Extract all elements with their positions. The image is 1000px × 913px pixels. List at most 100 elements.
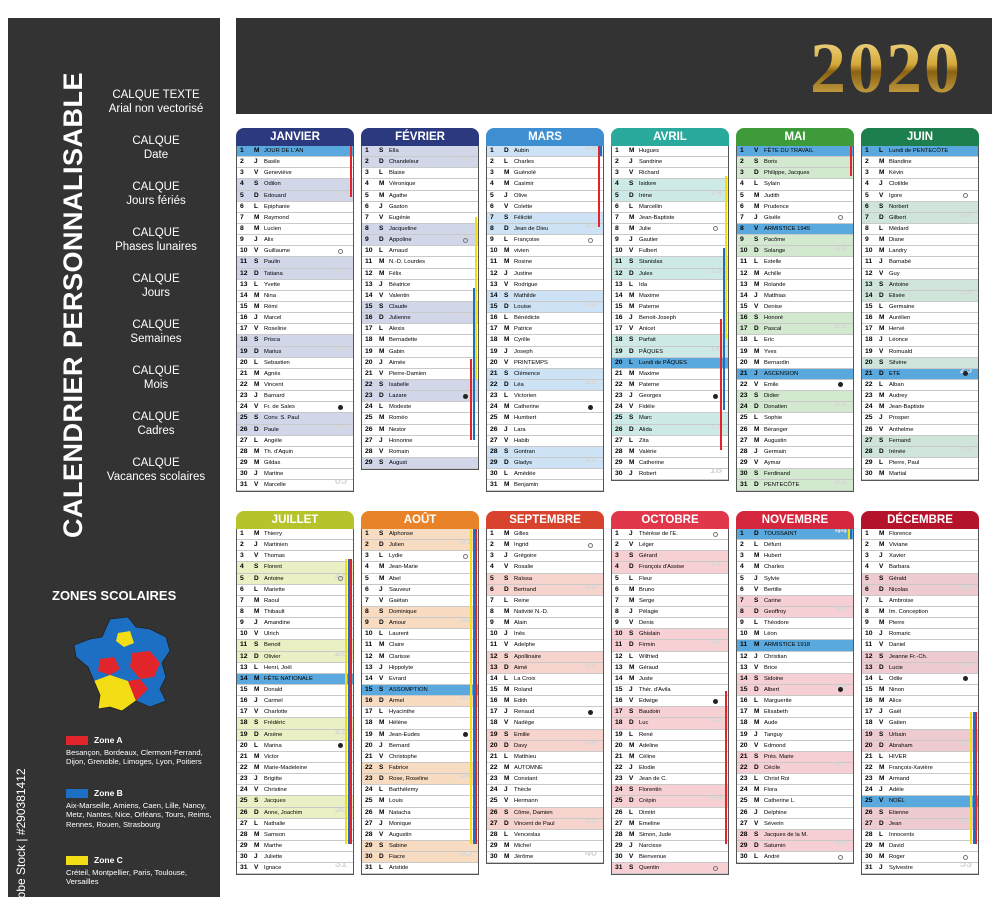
day-number: 26	[865, 425, 873, 433]
day-row: 6 D Bertrand 36	[487, 584, 603, 596]
weekday-letter: J	[379, 663, 383, 671]
day-number: 21	[740, 369, 748, 377]
layer-name: CALQUE	[132, 273, 180, 285]
saint-name: Jean-Eudes	[389, 731, 420, 738]
day-number: 18	[740, 719, 748, 727]
saint-name: Romaric	[889, 631, 911, 638]
saint-name: Michel	[514, 842, 531, 849]
saint-name: Yves	[764, 348, 777, 355]
saint-name: Luc	[639, 720, 649, 727]
day-row: 25 S Jacques	[237, 796, 353, 808]
saint-name: ASSOMPTION	[389, 686, 428, 693]
day-number: 21	[490, 369, 498, 377]
saint-name: Florent	[264, 564, 283, 571]
weekday-letter: M	[629, 447, 635, 455]
day-row: 30 L André	[737, 852, 853, 864]
day-number: 4	[490, 563, 494, 571]
weekday-letter: V	[754, 458, 759, 466]
weekday-letter: L	[379, 864, 383, 872]
saint-name: Julie	[639, 225, 651, 232]
weekday-letter: J	[254, 470, 258, 478]
day-row: 14 L La Croix	[487, 674, 603, 685]
day-number: 19	[740, 347, 748, 355]
weekday-letter: M	[254, 841, 260, 849]
month-header: JANVIER	[236, 128, 354, 146]
day-number: 24	[490, 403, 498, 411]
saint-name: Claire	[389, 642, 405, 649]
saint-name: Béranger	[764, 426, 788, 433]
day-number: 23	[365, 775, 373, 783]
day-number: 26	[240, 808, 248, 816]
saint-name: Jean de Dieu	[514, 225, 549, 232]
weekday-letter: S	[629, 708, 634, 716]
weekday-letter: M	[254, 302, 260, 310]
weekday-letter: V	[379, 830, 384, 838]
saint-name: Casimir	[514, 181, 534, 188]
weekday-letter: V	[254, 325, 259, 333]
saint-name: Adelphe	[514, 642, 536, 649]
saint-name: Nina	[264, 292, 276, 299]
weekday-letter: S	[379, 685, 384, 693]
day-row: 21 M Agnès	[237, 369, 353, 380]
weekday-letter: L	[504, 596, 508, 604]
saint-name: Firmin	[639, 642, 656, 649]
saint-name: Gérard	[639, 553, 658, 560]
weekday-letter: J	[504, 552, 508, 560]
day-number: 10	[865, 630, 873, 638]
weekday-letter: M	[629, 741, 635, 749]
saint-name: Jacques de la M.	[764, 831, 808, 838]
week-number: 44	[709, 796, 722, 804]
month-days: 1 J Thérèse de l'E. 2 V Léger 3 S Gérard 4 D Franço…	[611, 529, 729, 876]
day-row: 19 D Marius 03	[237, 346, 353, 358]
day-row: 22 M Vincent	[237, 380, 353, 392]
saint-name: Lazare	[389, 393, 407, 400]
week-number: 34	[459, 774, 472, 782]
day-number: 5	[865, 574, 869, 582]
day-row: 14 V Valentin	[362, 291, 478, 302]
saint-name: Evrard	[389, 675, 407, 682]
day-row: 24 V Fidèle	[612, 402, 728, 414]
weekday-letter: M	[879, 325, 885, 333]
weekday-letter: D	[379, 775, 384, 783]
day-row: 1 M Hugues	[612, 146, 728, 158]
weekday-letter: V	[754, 147, 759, 154]
day-number: 13	[740, 280, 748, 288]
day-row: 17 J Renaud	[487, 707, 603, 719]
weekday-letter: M	[754, 719, 760, 727]
weekday-letter: M	[754, 552, 760, 560]
saint-name: Germaine	[889, 303, 915, 310]
saint-name: Aurélien	[889, 315, 911, 322]
weekday-letter: V	[629, 541, 634, 549]
weekday-letter: J	[629, 314, 633, 322]
day-row: 29 V Aymar	[737, 458, 853, 470]
day-row: 31 V Marcelle 05	[237, 480, 353, 492]
weekday-letter: D	[379, 619, 384, 627]
weekday-letter: D	[254, 652, 259, 660]
day-row: 9 J Gautier	[612, 235, 728, 247]
weekday-letter: J	[504, 786, 508, 794]
day-row: 1 M JOUR DE L'AN	[237, 146, 353, 158]
saint-name: Sylvestre	[889, 865, 913, 872]
saint-name: Aimée	[389, 359, 406, 366]
day-number: 24	[240, 786, 248, 794]
saint-name: Juste	[639, 675, 653, 682]
day-number: 29	[240, 841, 248, 849]
day-row: 23 M Audrey	[862, 391, 978, 403]
day-number: 11	[240, 258, 248, 266]
month-days: 1 M Thierry 2 J Martinien 3 V Thomas 4 S Florent 5 D A…	[236, 529, 354, 876]
saint-name: Im. Conception	[889, 608, 928, 615]
weekday-letter: M	[504, 763, 510, 771]
week-number: 51	[959, 740, 972, 748]
day-row: 25 J Prosper	[862, 413, 978, 425]
weekday-letter: L	[379, 708, 383, 716]
saint-name: Gilbert	[889, 214, 907, 221]
day-number: 6	[490, 585, 494, 593]
saint-name: Natacha	[389, 809, 411, 816]
day-row: 24 V Christine	[237, 785, 353, 797]
vacation-bar	[475, 217, 477, 380]
saint-name: Bernardin	[764, 359, 790, 366]
day-row: 28 J Germain	[737, 447, 853, 458]
day-number: 17	[865, 325, 873, 333]
weekday-letter: S	[754, 236, 759, 244]
weekday-letter: D	[254, 574, 259, 582]
